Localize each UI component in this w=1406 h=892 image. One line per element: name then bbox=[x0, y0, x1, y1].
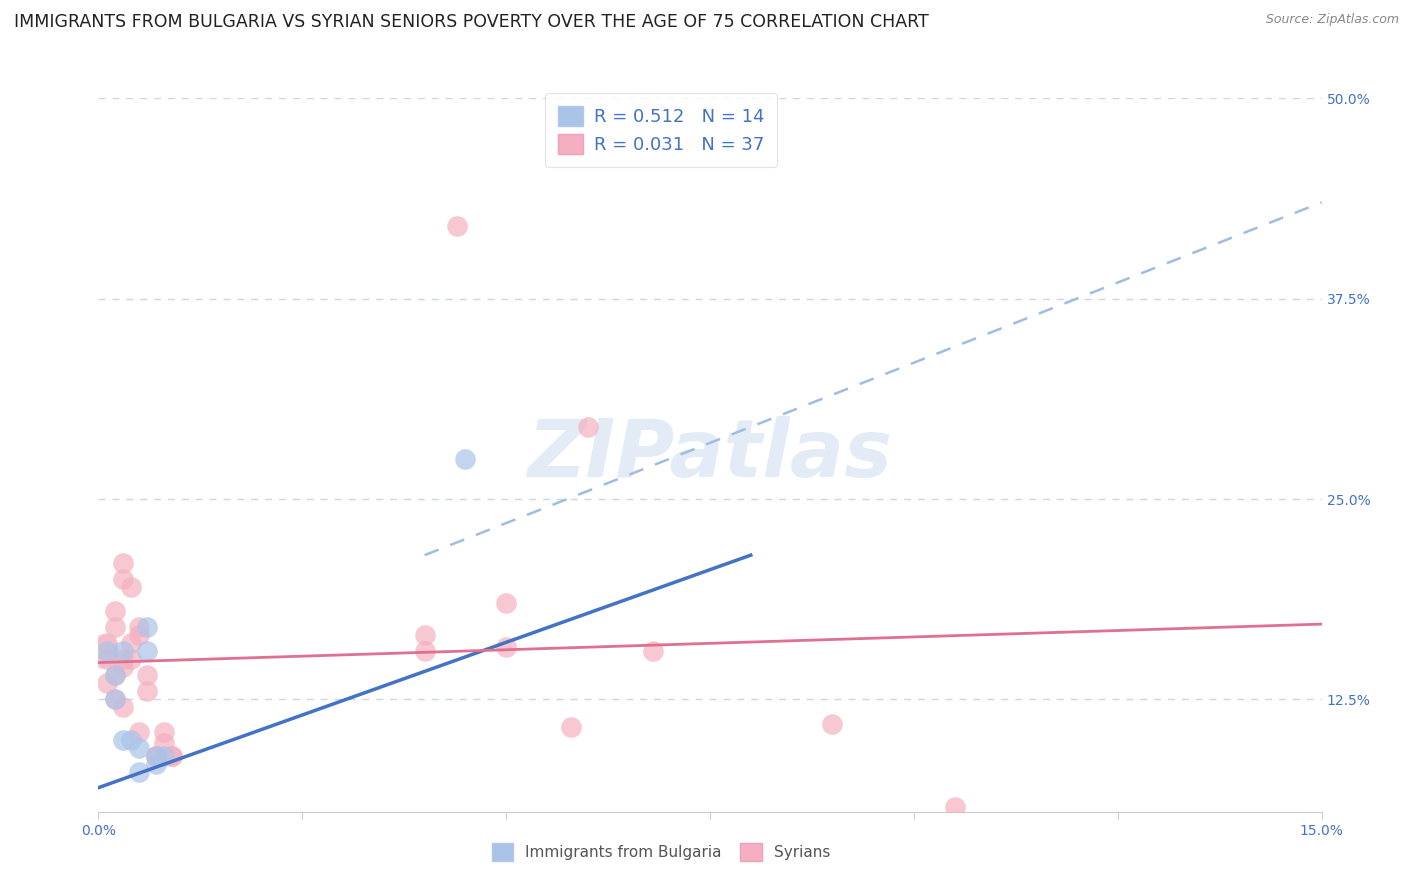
Point bbox=[128, 740, 150, 755]
Point bbox=[136, 684, 159, 698]
Point bbox=[641, 644, 664, 658]
Point bbox=[413, 628, 436, 642]
Point bbox=[136, 644, 159, 658]
Point bbox=[104, 604, 127, 618]
Point bbox=[160, 748, 183, 763]
Point bbox=[96, 644, 118, 658]
Point bbox=[120, 580, 142, 594]
Point bbox=[145, 748, 167, 763]
Point bbox=[111, 732, 134, 747]
Point bbox=[104, 668, 127, 682]
Point bbox=[821, 716, 844, 731]
Point bbox=[96, 652, 118, 666]
Point bbox=[446, 219, 468, 234]
Point bbox=[128, 764, 150, 779]
Point bbox=[152, 748, 174, 763]
Point bbox=[152, 736, 174, 750]
Point bbox=[413, 644, 436, 658]
Point bbox=[136, 620, 159, 634]
Point bbox=[96, 636, 118, 650]
Point bbox=[111, 556, 134, 570]
Point bbox=[128, 628, 150, 642]
Point bbox=[454, 451, 477, 466]
Text: Source: ZipAtlas.com: Source: ZipAtlas.com bbox=[1265, 13, 1399, 27]
Point bbox=[943, 800, 966, 814]
Point bbox=[1107, 824, 1129, 838]
Point bbox=[576, 420, 599, 434]
Point bbox=[104, 620, 127, 634]
Point bbox=[136, 668, 159, 682]
Point bbox=[104, 692, 127, 706]
Text: IMMIGRANTS FROM BULGARIA VS SYRIAN SENIORS POVERTY OVER THE AGE OF 75 CORRELATIO: IMMIGRANTS FROM BULGARIA VS SYRIAN SENIO… bbox=[14, 13, 929, 31]
Point bbox=[111, 644, 134, 658]
Point bbox=[111, 572, 134, 586]
Point bbox=[145, 748, 167, 763]
Point bbox=[111, 660, 134, 674]
Point bbox=[560, 720, 582, 734]
Point bbox=[120, 652, 142, 666]
Point bbox=[104, 668, 127, 682]
Point bbox=[152, 724, 174, 739]
Point bbox=[120, 732, 142, 747]
Point bbox=[120, 636, 142, 650]
Point bbox=[145, 748, 167, 763]
Point bbox=[128, 724, 150, 739]
Legend: Immigrants from Bulgaria, Syrians: Immigrants from Bulgaria, Syrians bbox=[484, 836, 838, 868]
Text: ZIPatlas: ZIPatlas bbox=[527, 416, 893, 494]
Point bbox=[160, 748, 183, 763]
Point bbox=[104, 692, 127, 706]
Point bbox=[145, 756, 167, 771]
Point bbox=[91, 644, 114, 658]
Point bbox=[111, 652, 134, 666]
Point bbox=[495, 640, 517, 654]
Point bbox=[111, 700, 134, 714]
Point bbox=[495, 596, 517, 610]
Point bbox=[128, 620, 150, 634]
Point bbox=[96, 676, 118, 690]
